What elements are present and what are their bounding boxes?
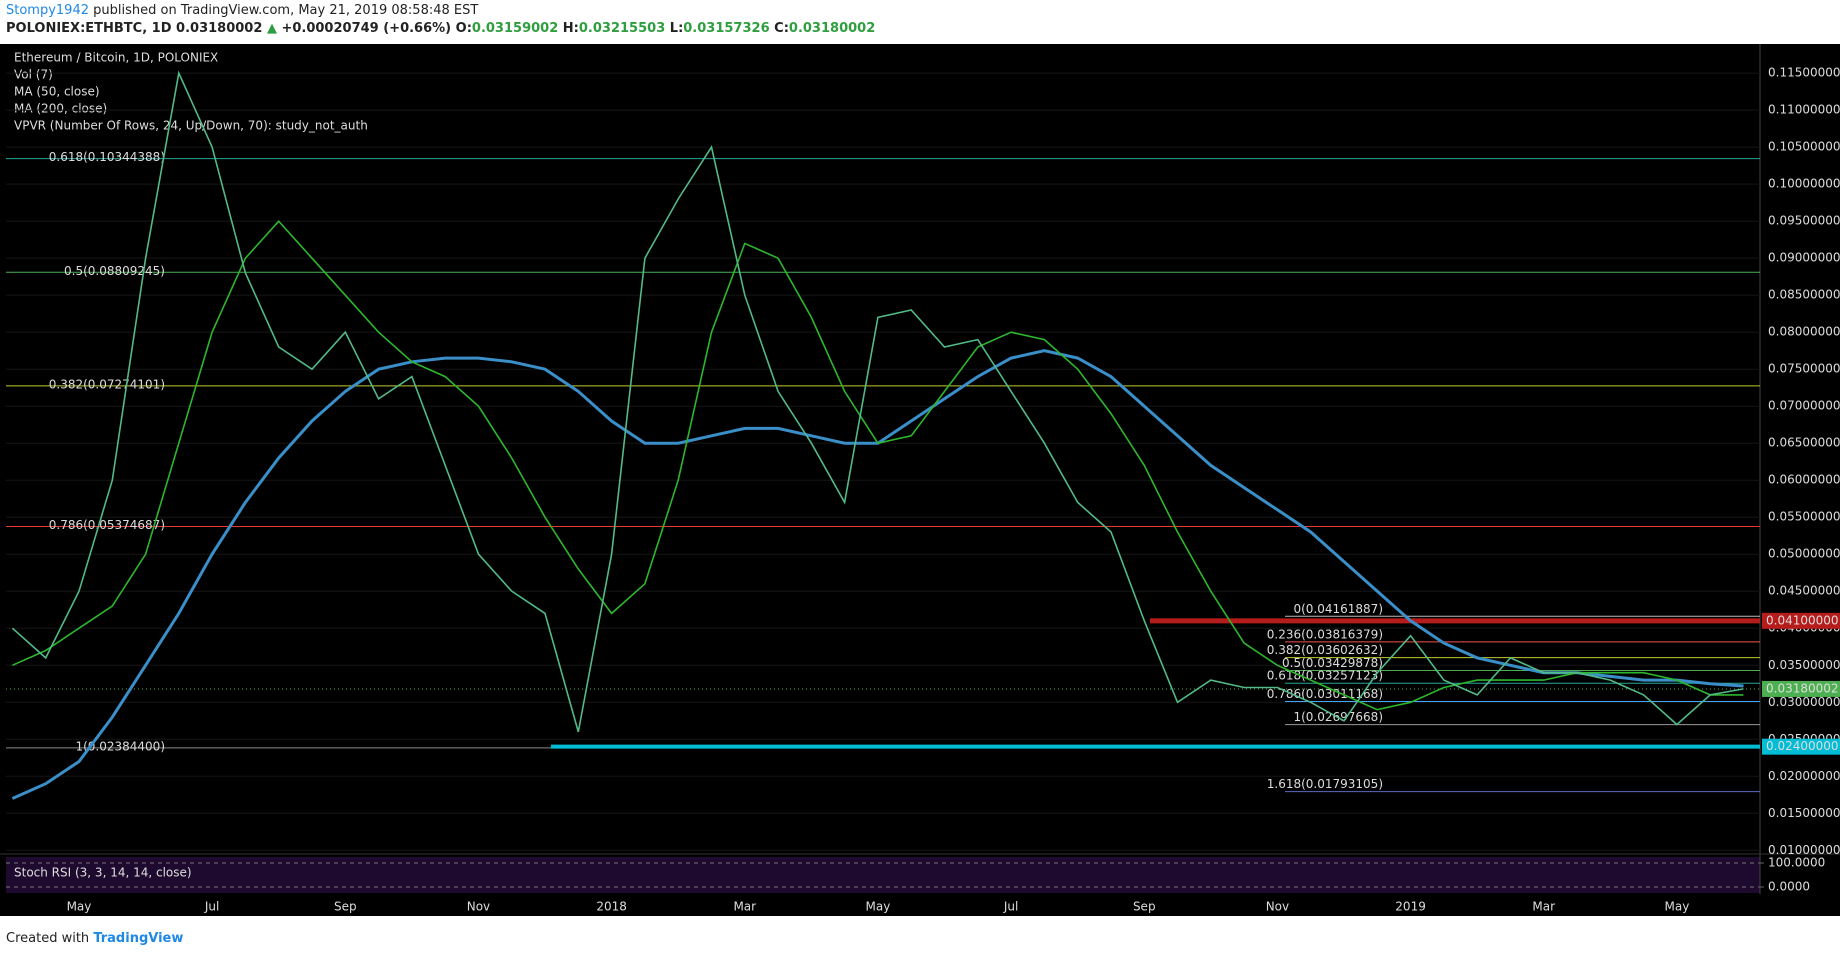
price-badge-label: 0.03180002 <box>1766 681 1839 695</box>
publish-row: Stompy1942 published on TradingView.com,… <box>6 2 875 20</box>
l-key: L: <box>669 21 684 36</box>
symbol: POLONIEX:ETHBTC, 1D <box>6 21 172 36</box>
fib-label: 1.618(0.01793105) <box>1267 777 1383 791</box>
stoch-band <box>6 857 1760 893</box>
quote-row: POLONIEX:ETHBTC, 1D 0.03180002 ▲ +0.0002… <box>6 20 875 38</box>
y-tick-label: 0.08000000 <box>1768 325 1840 339</box>
price-badge-label: 0.04100000 <box>1766 613 1839 627</box>
legend-ma50: MA (50, close) <box>14 85 100 99</box>
c-val: 0.03180002 <box>788 21 876 36</box>
legend-main: Ethereum / Bitcoin, 1D, POLONIEX <box>14 51 218 65</box>
o-val: 0.03159002 <box>471 21 559 36</box>
y-tick-label: 0.11500000 <box>1768 66 1840 80</box>
x-tick-label: Jul <box>204 900 219 914</box>
price-line <box>11 70 1744 733</box>
y-tick-label: 0.02000000 <box>1768 769 1840 783</box>
c-key: C: <box>774 21 789 36</box>
brand[interactable]: TradingView <box>93 931 184 946</box>
y-tick-label: 0.01500000 <box>1768 806 1840 820</box>
x-tick-label: Mar <box>1532 900 1555 914</box>
y-tick-label: 0.06500000 <box>1768 436 1840 450</box>
legend-ma200: MA (200, close) <box>14 102 107 116</box>
y-tick-label: 0.03000000 <box>1768 695 1840 709</box>
fib-label: 0.786(0.03011168) <box>1267 687 1383 701</box>
x-tick-label: May <box>1664 900 1689 914</box>
fib-label: 1(0.02384400) <box>75 739 165 753</box>
price-badge <box>1762 738 1840 755</box>
legend-vpvr: VPVR (Number Of Rows, 24, Up/Down, 70): … <box>14 119 368 133</box>
x-tick-label: Sep <box>1133 900 1156 914</box>
x-tick-label: Sep <box>334 900 357 914</box>
h-key: H: <box>562 21 579 36</box>
price-badge-label: 0.02400000 <box>1766 739 1839 753</box>
footer: Created with TradingView <box>6 931 183 946</box>
last: 0.03180002 <box>176 21 263 36</box>
y-tick-label: 0.09500000 <box>1768 214 1840 228</box>
fib-label: 0.618(0.10344388) <box>49 150 165 164</box>
o-key: O: <box>455 21 472 36</box>
fib-label: 0.382(0.03602632) <box>1267 643 1383 657</box>
fib-label: 0.382(0.07274101) <box>49 377 165 391</box>
x-tick-label: May <box>866 900 891 914</box>
fib-label: 0(0.04161887) <box>1293 602 1383 616</box>
fib-label: 0.618(0.03257123) <box>1267 669 1383 683</box>
y-tick-label: 0.11000000 <box>1768 103 1840 117</box>
price-badge <box>1762 612 1840 629</box>
chart: Ethereum / Bitcoin, 1D, POLONIEX Vol (7)… <box>0 44 1840 916</box>
stoch-tick-label: 0.0000 <box>1768 880 1810 894</box>
y-tick-label: 0.06000000 <box>1768 473 1840 487</box>
y-tick-label: 0.05000000 <box>1768 547 1840 561</box>
arrow: ▲ <box>266 21 277 36</box>
x-tick-label: Jul <box>1003 900 1018 914</box>
x-tick-label: May <box>67 900 92 914</box>
fib-label: 0.5(0.08809245) <box>64 264 165 278</box>
y-tick-label: 0.10000000 <box>1768 177 1840 191</box>
fib-label: 0.786(0.05374687) <box>49 518 165 532</box>
fib-label: 0.236(0.03816379) <box>1267 627 1383 641</box>
y-tick-label: 0.03500000 <box>1768 658 1840 672</box>
published: published on TradingView.com, May 21, 20… <box>93 3 479 18</box>
y-tick-label: 0.10500000 <box>1768 140 1840 154</box>
y-tick-label: 0.05500000 <box>1768 510 1840 524</box>
fib-label: 0.5(0.03429878) <box>1282 656 1383 670</box>
stoch-title: Stoch RSI (3, 3, 14, 14, close) <box>14 866 192 880</box>
header: Stompy1942 published on TradingView.com,… <box>6 2 875 38</box>
y-tick-label: 0.09000000 <box>1768 251 1840 265</box>
price-badge <box>1762 680 1840 697</box>
legend-vol: Vol (7) <box>14 68 53 82</box>
x-tick-label: 2019 <box>1395 900 1426 914</box>
x-tick-label: Nov <box>1266 900 1289 914</box>
h-val: 0.03215503 <box>578 21 666 36</box>
y-tick-label: 0.07000000 <box>1768 399 1840 413</box>
y-tick-label: 0.07500000 <box>1768 362 1840 376</box>
l-val: 0.03157326 <box>683 21 770 36</box>
y-tick-label: 0.08500000 <box>1768 288 1840 302</box>
stoch-tick-label: 100.0000 <box>1768 856 1825 870</box>
created: Created with <box>6 931 90 946</box>
author[interactable]: Stompy1942 <box>6 3 89 18</box>
change: +0.00020749 (+0.66%) <box>281 21 452 36</box>
x-tick-label: Nov <box>467 900 490 914</box>
y-tick-label: 0.01000000 <box>1768 843 1840 857</box>
x-tick-label: 2018 <box>596 900 627 914</box>
y-tick-label: 0.04500000 <box>1768 584 1840 598</box>
x-tick-label: Mar <box>733 900 756 914</box>
